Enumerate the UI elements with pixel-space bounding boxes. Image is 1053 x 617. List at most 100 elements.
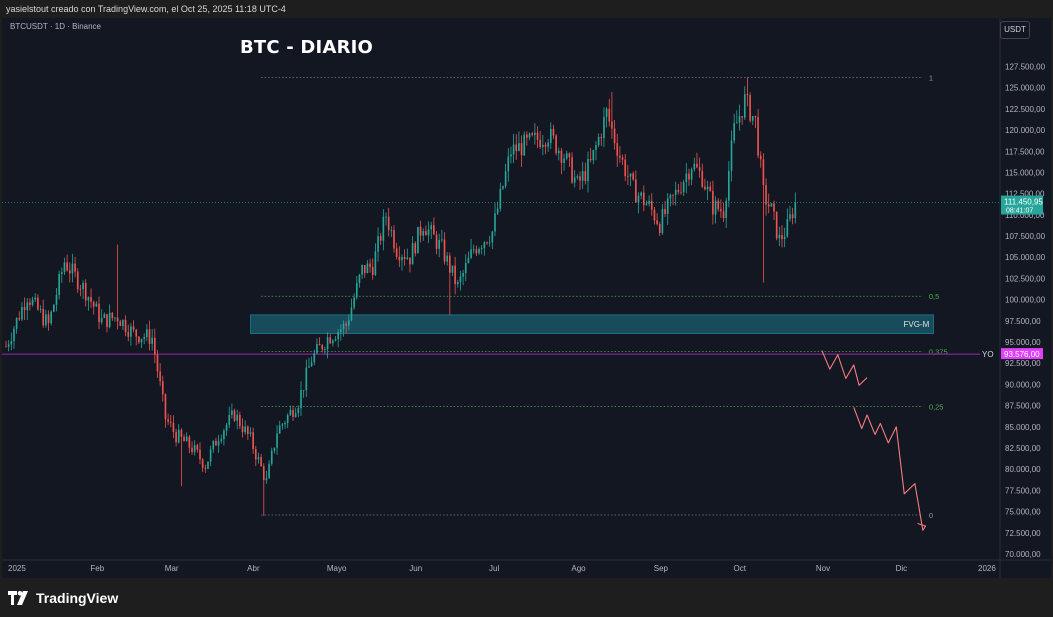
- candle-body: [443, 239, 446, 262]
- projection-arrow-2: [853, 407, 927, 531]
- candle-body: [239, 414, 241, 427]
- candle-body: [82, 282, 84, 290]
- candle-body: [486, 242, 488, 244]
- candle-body: [592, 149, 595, 161]
- candle-body: [563, 158, 565, 163]
- candle-body: [76, 271, 79, 290]
- candle-body: [281, 424, 284, 426]
- candle-body: [236, 414, 239, 421]
- candle-body: [29, 302, 31, 305]
- candle-body: [502, 186, 504, 189]
- candle-body: [385, 216, 387, 218]
- candle-body: [669, 194, 672, 199]
- candle-body: [656, 220, 658, 225]
- candle-body: [98, 303, 100, 323]
- candle-body: [789, 214, 791, 220]
- candle-body: [345, 323, 347, 326]
- yo-price-tag: [1001, 348, 1043, 360]
- tradingview-logo-text: TradingView: [36, 590, 119, 606]
- candle-body: [374, 251, 377, 276]
- candle-body: [273, 447, 276, 451]
- candle-body: [645, 203, 648, 206]
- candle-body: [334, 339, 337, 341]
- candle-body: [249, 432, 252, 434]
- candle-body: [677, 189, 680, 192]
- candle-body: [21, 307, 23, 320]
- candle-body: [191, 447, 193, 453]
- candle-body: [153, 337, 156, 355]
- candle-body: [528, 133, 531, 138]
- fib-level-label: 1: [929, 74, 933, 83]
- y-tick-label: 97.500,00: [1005, 317, 1041, 326]
- candle-body: [132, 326, 135, 330]
- candle-body: [462, 273, 464, 277]
- y-tick-label: 85.000,00: [1005, 423, 1041, 432]
- candle-body: [541, 144, 544, 147]
- candle-body: [286, 415, 289, 423]
- candle-body: [518, 143, 520, 152]
- candle-body: [438, 240, 441, 249]
- candle-body: [7, 344, 10, 347]
- candle-body: [595, 145, 597, 150]
- candle-body: [467, 257, 470, 264]
- tradingview-logo[interactable]: TradingView: [8, 588, 118, 608]
- fibonacci-levels: 1 0,5 0,375 0,25 0: [261, 74, 948, 520]
- candle-body: [361, 265, 363, 275]
- projection-path: [821, 350, 927, 531]
- candle-body: [47, 314, 50, 324]
- x-tick-label: Jun: [409, 564, 422, 573]
- candle-body: [664, 208, 666, 214]
- candle-body: [241, 426, 244, 433]
- candle-body: [427, 229, 430, 236]
- candle-body: [15, 317, 18, 329]
- candle-body: [573, 177, 576, 183]
- candle-body: [794, 202, 797, 219]
- candle-body: [571, 157, 573, 183]
- candle-body: [151, 337, 153, 344]
- candle-body: [650, 200, 653, 210]
- candle-body: [642, 192, 645, 206]
- candle-body: [329, 337, 332, 344]
- candle-body: [709, 186, 712, 192]
- candle-body: [185, 436, 188, 442]
- candle-body: [172, 422, 175, 432]
- candle-body: [720, 209, 722, 212]
- candle-body: [326, 337, 329, 350]
- candle-body: [223, 430, 225, 440]
- chart-frame[interactable]: FVG-M 1 0,5 0,375 0,25 0 YO 127.500,00 125.00…: [2, 18, 1051, 578]
- candle-body: [685, 173, 688, 183]
- candle-body: [653, 209, 656, 221]
- candle-body: [169, 421, 172, 423]
- candle-body: [127, 332, 130, 337]
- candle-body: [196, 445, 199, 450]
- price-chart[interactable]: FVG-M 1 0,5 0,375 0,25 0 YO 127.500,00 125.00…: [2, 18, 1051, 578]
- x-tick-label: 2025: [8, 564, 26, 573]
- candle-body: [45, 314, 47, 326]
- candle-body: [276, 433, 278, 448]
- candle-body: [146, 329, 148, 338]
- candle-body: [539, 139, 541, 147]
- x-tick-label: Sep: [654, 564, 669, 573]
- candle-body: [204, 467, 207, 469]
- y-tick-label: 120.000,00: [1005, 126, 1046, 135]
- candle-body: [209, 449, 212, 462]
- candle-body: [507, 156, 510, 172]
- candle-body: [247, 426, 249, 434]
- currency-selector[interactable]: USDT: [1000, 21, 1030, 39]
- candle-body: [55, 294, 58, 305]
- candle-body: [353, 297, 355, 308]
- candle-body: [470, 249, 472, 258]
- candle-body: [114, 317, 116, 319]
- candle-body: [289, 409, 292, 416]
- candle-body: [680, 191, 682, 193]
- candle-body: [560, 150, 563, 163]
- fvg-label: FVG-M: [903, 320, 929, 329]
- y-tick-label: 117.500,00: [1005, 147, 1045, 156]
- y-tick-label: 92.500,00: [1005, 359, 1041, 368]
- candle-body: [177, 429, 180, 443]
- candle-body: [106, 314, 108, 328]
- candle-body: [451, 265, 454, 273]
- candle-body: [183, 436, 185, 442]
- candle-body: [382, 216, 385, 241]
- candle-body: [483, 242, 486, 249]
